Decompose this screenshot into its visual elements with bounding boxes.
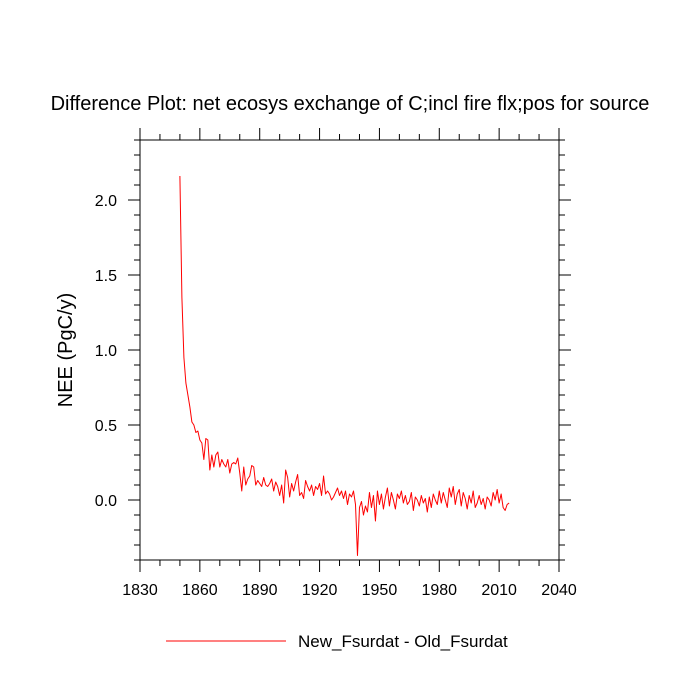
- series-line: [179, 175, 510, 556]
- y-tick-label: 2.0: [95, 193, 117, 210]
- x-tick-label: 2010: [481, 582, 517, 599]
- plot-layer: 1830 1860 1890 1920 1950 1980 2010 2040 0.0 0.5 1.…: [95, 128, 577, 599]
- x-tick-label: 1890: [242, 582, 278, 599]
- chart-title: Difference Plot: net ecosys exchange of …: [51, 93, 650, 115]
- x-tick-label: 1860: [182, 582, 218, 599]
- y-tick-label: 1.5: [95, 268, 117, 285]
- y-tick-label: 0.5: [95, 418, 117, 435]
- x-tick-label: 1980: [421, 582, 457, 599]
- x-tick-label: 2040: [541, 582, 577, 599]
- y-tick-label: 1.0: [95, 343, 117, 360]
- legend-label: New_Fsurdat - Old_Fsurdat: [298, 632, 508, 651]
- x-tick-label: 1830: [122, 582, 158, 599]
- x-tick-label: 1950: [362, 582, 398, 599]
- y-axis-label: NEE (PgC/y): [55, 293, 77, 407]
- x-tick-label: 1920: [302, 582, 338, 599]
- legend: New_Fsurdat - Old_Fsurdat: [166, 632, 508, 651]
- y-tick-label: 0.0: [95, 493, 117, 510]
